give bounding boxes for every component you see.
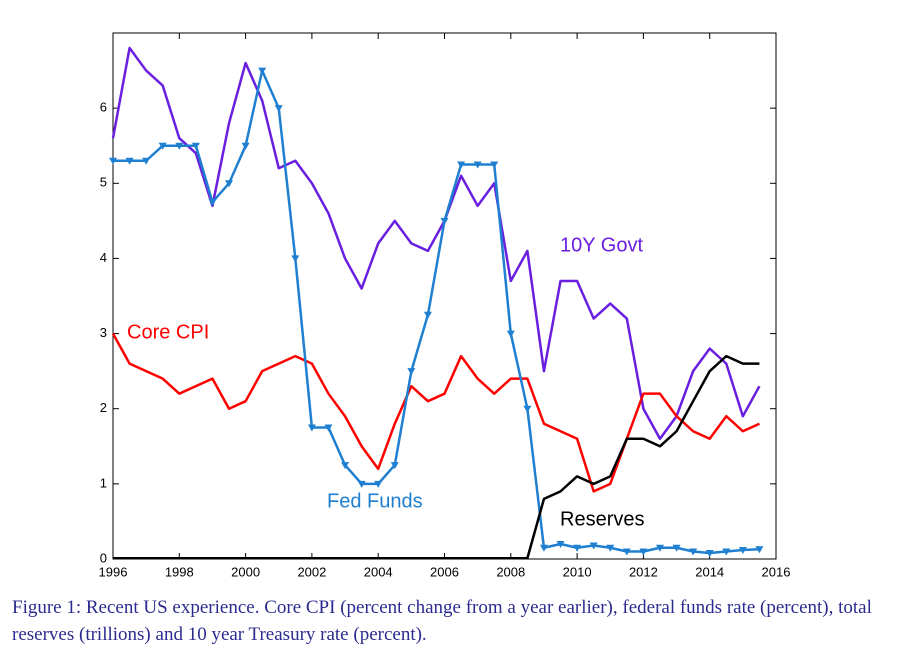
series-marker: [473, 161, 482, 169]
series-marker: [622, 548, 631, 556]
series-line: [113, 69, 760, 555]
series-marker: [291, 255, 300, 263]
series-marker: [374, 480, 383, 488]
series-line: [111, 46, 761, 441]
series-marker: [258, 67, 267, 75]
series-marker: [506, 330, 515, 338]
series-marker: [175, 142, 184, 150]
x-tick-label: 1996: [99, 564, 128, 579]
series-marker: [324, 424, 333, 432]
series-marker: [655, 544, 664, 552]
series-marker: [639, 548, 648, 556]
y-tick-label: 6: [100, 100, 107, 115]
series-marker: [589, 542, 598, 550]
series-marker: [672, 544, 681, 552]
series-marker: [457, 161, 466, 169]
x-tick-label: 2004: [364, 564, 393, 579]
x-tick-label: 2016: [762, 564, 791, 579]
series-marker: [307, 424, 316, 432]
series-label: Reserves: [560, 508, 644, 530]
x-tick-label: 2002: [297, 564, 326, 579]
series-marker: [722, 548, 731, 556]
series-marker: [208, 199, 217, 207]
y-tick-label: 5: [100, 175, 107, 190]
caption: Figure 1: Recent US experience. Core CPI…: [12, 597, 872, 645]
x-tick-label: 2008: [496, 564, 525, 579]
series-marker: [341, 462, 350, 470]
chart: 0 1 2 3 4 5 6 1996 1998 2000 2002 2004 2006 2008 2010 2…: [99, 32, 791, 579]
y-tick-label: 2: [100, 400, 107, 415]
series-marker: [573, 544, 582, 552]
series-marker: [523, 405, 532, 413]
series-marker: [755, 546, 764, 554]
series-marker: [158, 142, 167, 150]
series-marker: [142, 157, 151, 165]
series-marker: [357, 480, 366, 488]
y-tick-label: 3: [100, 325, 107, 340]
y-tick-label: 1: [100, 475, 107, 490]
x-tick-label: 2012: [629, 564, 658, 579]
series-label: 10Y Govt: [560, 234, 643, 256]
series-marker: [407, 368, 416, 376]
x-tick-label: 2000: [231, 564, 260, 579]
series-marker: [274, 105, 283, 113]
series-label: Fed Funds: [327, 490, 423, 512]
y-tick-label: 4: [100, 250, 107, 265]
series-marker: [539, 544, 548, 552]
x-tick-label: 1998: [165, 564, 194, 579]
x-tick-label: 2014: [695, 564, 724, 579]
x-tick-label: 2010: [563, 564, 592, 579]
series-line: [111, 332, 760, 493]
series-marker: [125, 157, 134, 165]
series-marker: [689, 548, 698, 556]
series-marker: [490, 161, 499, 169]
series-marker: [423, 311, 432, 319]
plot-frame: [112, 32, 777, 560]
series-line: [113, 354, 760, 560]
series-marker: [390, 462, 399, 470]
series-marker: [241, 142, 250, 150]
series-label: Core CPI: [127, 321, 209, 343]
series-marker: [225, 180, 234, 188]
series-marker: [738, 546, 747, 554]
series-marker: [705, 549, 714, 557]
series-marker: [191, 142, 200, 150]
x-tick-label: 2006: [430, 564, 459, 579]
series-marker: [606, 544, 615, 552]
y-tick-label: 0: [100, 550, 107, 565]
series-marker: [556, 540, 565, 548]
series-marker: [440, 217, 449, 225]
series-marker: [109, 157, 117, 165]
